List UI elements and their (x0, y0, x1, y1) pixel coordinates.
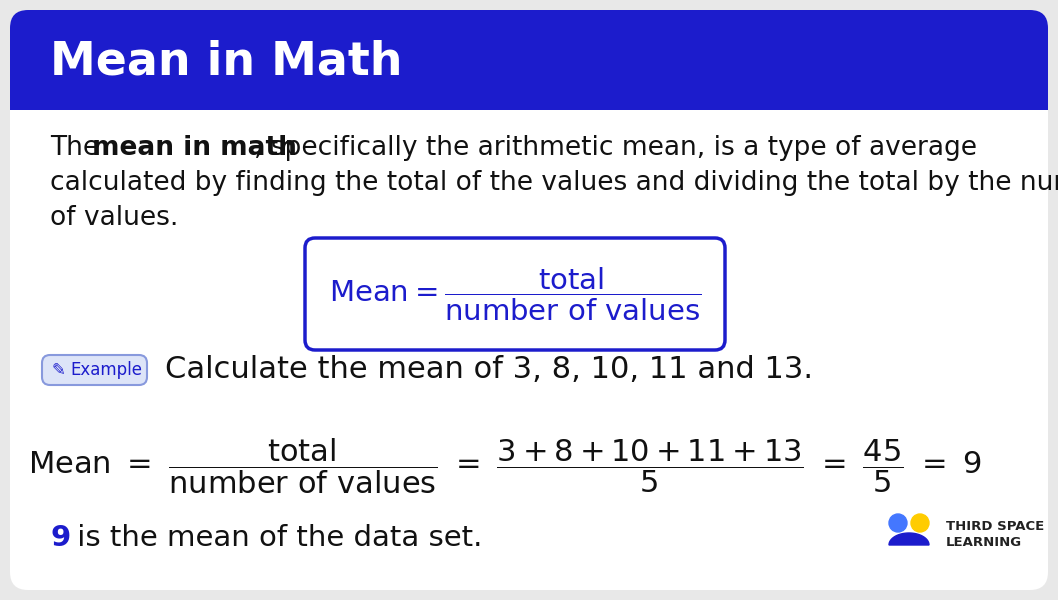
Text: LEARNING: LEARNING (946, 536, 1022, 550)
Text: ✎: ✎ (52, 361, 66, 379)
Text: is the mean of the data set.: is the mean of the data set. (68, 524, 482, 552)
Text: of values.: of values. (50, 205, 179, 231)
Text: 9: 9 (50, 524, 70, 552)
Text: Calculate the mean of 3, 8, 10, 11 and 13.: Calculate the mean of 3, 8, 10, 11 and 1… (165, 355, 813, 385)
Text: Mean in Math: Mean in Math (50, 40, 402, 85)
Text: THIRD SPACE: THIRD SPACE (946, 520, 1044, 533)
Circle shape (889, 514, 907, 532)
Text: calculated by finding the total of the values and dividing the total by the numb: calculated by finding the total of the v… (50, 170, 1058, 196)
Text: The: The (50, 135, 108, 161)
FancyBboxPatch shape (42, 355, 147, 385)
FancyBboxPatch shape (10, 10, 1048, 110)
Circle shape (911, 514, 929, 532)
FancyBboxPatch shape (305, 238, 725, 350)
Text: Example: Example (70, 361, 142, 379)
Polygon shape (889, 533, 929, 545)
Text: mean in math: mean in math (92, 135, 297, 161)
Bar (10, 82, 1048, 110)
FancyBboxPatch shape (10, 10, 1048, 590)
Text: $\mathrm{Mean} = \dfrac{\mathrm{total}}{\mathrm{number\ of\ values}}$: $\mathrm{Mean} = \dfrac{\mathrm{total}}{… (329, 265, 701, 323)
Text: $\mathrm{Mean}\ =\ \dfrac{\mathrm{total}}{\mathrm{number\ of\ values}}\ =\ \dfra: $\mathrm{Mean}\ =\ \dfrac{\mathrm{total}… (28, 436, 982, 496)
Text: , specifically the arithmetic mean, is a type of average: , specifically the arithmetic mean, is a… (254, 135, 977, 161)
